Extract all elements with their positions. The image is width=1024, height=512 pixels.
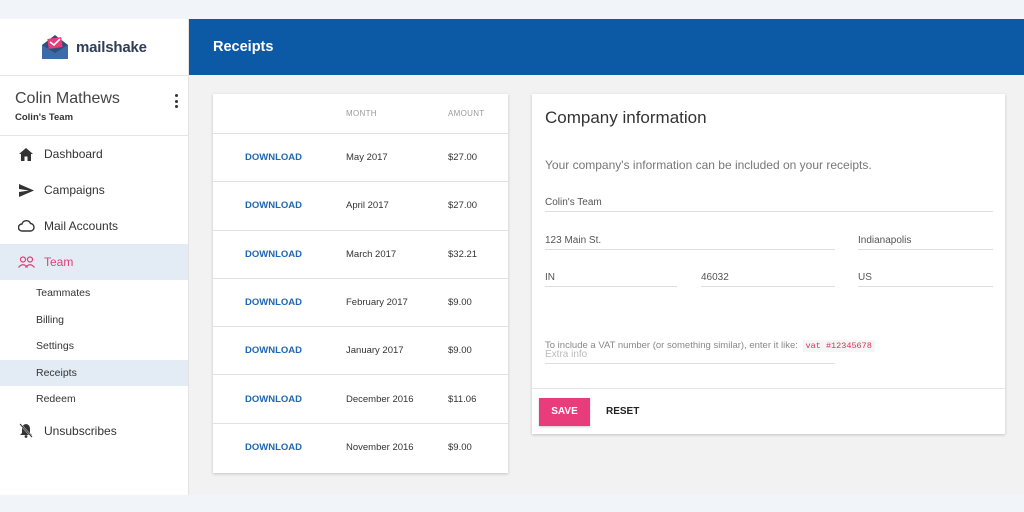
receipt-amount: $9.00 bbox=[448, 345, 472, 357]
receipt-month: November 2016 bbox=[346, 442, 414, 454]
table-header: MONTH AMOUNT bbox=[213, 94, 508, 134]
sidebar-subitem-redeem[interactable]: Redeem bbox=[36, 393, 76, 406]
table-row: DOWNLOAD May 2017 $27.00 bbox=[213, 134, 508, 183]
sidebar-item-campaigns[interactable]: Campaigns bbox=[0, 172, 188, 208]
sidebar-item-label: Dashboard bbox=[44, 147, 103, 161]
vat-example: vat #12345678 bbox=[802, 340, 875, 352]
sidebar-subitem-billing[interactable]: Billing bbox=[36, 313, 65, 326]
download-link[interactable]: DOWNLOAD bbox=[245, 248, 302, 260]
sidebar-item-label: Team bbox=[44, 255, 74, 269]
receipt-amount: $32.21 bbox=[448, 248, 478, 260]
company-name-field[interactable]: Colin's Team bbox=[545, 192, 993, 212]
sidebar-subitem-settings[interactable]: Settings bbox=[36, 340, 74, 353]
card-actions: SAVE RESET bbox=[532, 388, 1005, 434]
receipt-amount: $11.06 bbox=[448, 393, 477, 405]
sidebar-item-label: Unsubscribes bbox=[44, 423, 117, 438]
receipt-month: May 2017 bbox=[346, 152, 388, 164]
download-link[interactable]: DOWNLOAD bbox=[245, 345, 302, 357]
receipt-amount: $27.00 bbox=[448, 200, 478, 212]
home-icon bbox=[17, 145, 35, 163]
download-link[interactable]: DOWNLOAD bbox=[245, 393, 302, 405]
logo-text: mailshake bbox=[76, 38, 147, 56]
city-field[interactable]: Indianapolis bbox=[858, 230, 993, 250]
card-title: Company information bbox=[545, 108, 707, 127]
receipt-month: April 2017 bbox=[346, 200, 389, 212]
table-row: DOWNLOAD November 2016 $9.00 bbox=[213, 424, 508, 472]
more-vert-icon[interactable] bbox=[174, 94, 178, 108]
vat-hint: To include a VAT number (or something si… bbox=[545, 340, 875, 352]
download-link[interactable]: DOWNLOAD bbox=[245, 152, 302, 164]
sidebar: mailshake Colin Mathews Colin's Team Das… bbox=[0, 19, 189, 495]
state-field[interactable]: IN bbox=[545, 267, 677, 287]
people-icon bbox=[17, 253, 35, 271]
logo[interactable]: mailshake bbox=[0, 19, 188, 76]
vat-hint-text: To include a VAT number (or something si… bbox=[545, 340, 798, 351]
table-row: DOWNLOAD April 2017 $27.00 bbox=[213, 182, 508, 231]
user-team: Colin's Team bbox=[15, 112, 74, 123]
zip-field[interactable]: 46032 bbox=[701, 267, 835, 287]
sidebar-item-label: Campaigns bbox=[44, 183, 105, 197]
bell-off-icon bbox=[17, 422, 35, 440]
sidebar-item-mail-accounts[interactable]: Mail Accounts bbox=[0, 208, 188, 244]
column-header-month: MONTH bbox=[346, 109, 377, 118]
cloud-icon bbox=[17, 217, 35, 235]
table-row: DOWNLOAD March 2017 $32.21 bbox=[213, 231, 508, 279]
mailshake-logo-icon bbox=[42, 35, 68, 59]
receipt-amount: $9.00 bbox=[448, 442, 472, 454]
sidebar-item-label: Mail Accounts bbox=[44, 219, 119, 233]
reset-button[interactable]: RESET bbox=[606, 406, 640, 417]
column-header-amount: AMOUNT bbox=[448, 109, 485, 118]
app-window: mailshake Colin Mathews Colin's Team Das… bbox=[0, 19, 1024, 495]
table-row: DOWNLOAD December 2016 $11.06 bbox=[213, 375, 508, 424]
country-field[interactable]: US bbox=[858, 267, 993, 287]
receipt-amount: $9.00 bbox=[448, 297, 472, 309]
receipt-amount: $27.00 bbox=[448, 152, 478, 164]
download-link[interactable]: DOWNLOAD bbox=[245, 442, 302, 454]
receipt-month: December 2016 bbox=[346, 393, 414, 405]
download-link[interactable]: DOWNLOAD bbox=[245, 297, 302, 309]
user-panel: Colin Mathews Colin's Team bbox=[0, 76, 188, 136]
receipt-month: March 2017 bbox=[346, 248, 397, 260]
receipt-month: January 2017 bbox=[346, 345, 404, 357]
extra-info-field[interactable]: Extra info bbox=[545, 344, 835, 364]
receipts-table: MONTH AMOUNT DOWNLOAD May 2017 $27.00 DO… bbox=[213, 94, 508, 473]
sidebar-item-unsubscribes[interactable]: Unsubscribes bbox=[0, 413, 188, 449]
address-field[interactable]: 123 Main St. bbox=[545, 230, 835, 250]
sidebar-subitem-receipts[interactable]: Receipts bbox=[0, 359, 188, 386]
company-info-card: Company information Your company's infor… bbox=[532, 94, 1005, 434]
receipt-month: February 2017 bbox=[346, 297, 408, 309]
top-bar: Receipts bbox=[189, 19, 1024, 75]
card-description: Your company's information can be includ… bbox=[545, 158, 872, 172]
table-row: DOWNLOAD February 2017 $9.00 bbox=[213, 279, 508, 328]
user-name: Colin Mathews bbox=[15, 90, 120, 107]
download-link[interactable]: DOWNLOAD bbox=[245, 200, 302, 212]
table-row: DOWNLOAD January 2017 $9.00 bbox=[213, 327, 508, 376]
save-button[interactable]: SAVE bbox=[539, 397, 590, 426]
sidebar-item-team[interactable]: Team bbox=[0, 244, 188, 280]
send-icon bbox=[17, 181, 35, 199]
sidebar-item-dashboard[interactable]: Dashboard bbox=[0, 136, 188, 172]
page-title: Receipts bbox=[213, 39, 274, 55]
sidebar-subitem-teammates[interactable]: Teammates bbox=[36, 287, 91, 300]
